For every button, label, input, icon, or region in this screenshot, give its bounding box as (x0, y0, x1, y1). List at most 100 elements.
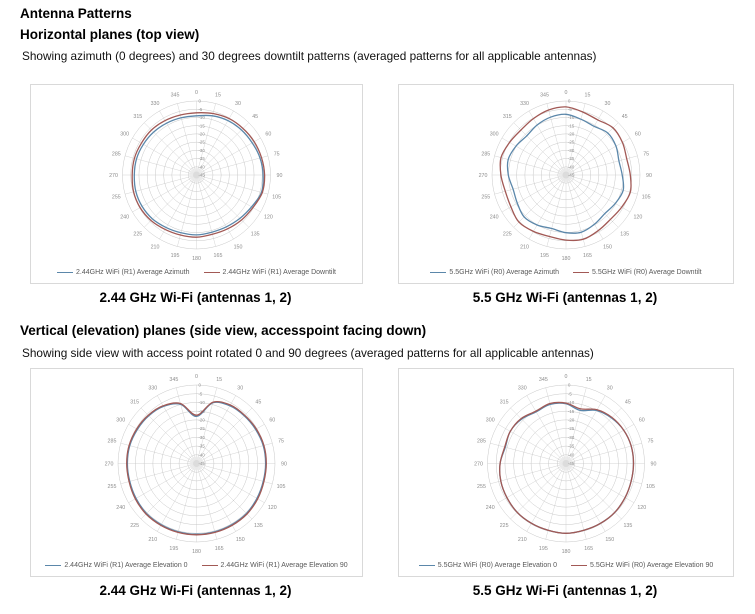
polar-chart-5g5-vertical-canvas: 0 -5 -10 -15 -20 -25 -30 -35 -40 -45 0 15 30 45 60 75 90… (474, 374, 657, 555)
svg-text:225: 225 (500, 523, 509, 529)
svg-text:-5: -5 (568, 391, 572, 396)
svg-text:60: 60 (265, 131, 271, 137)
svg-text:45: 45 (255, 399, 261, 405)
svg-text:330: 330 (148, 386, 157, 392)
svg-text:105: 105 (277, 484, 286, 490)
svg-text:240: 240 (486, 505, 495, 511)
radial-axis-labels: 0-5-10-15-20-25-30-35-40-45 (199, 99, 206, 178)
legend-line-swatch (203, 272, 220, 273)
series-path (131, 112, 266, 238)
svg-text:150: 150 (236, 537, 245, 543)
polar-chart-2g4-horizontal-canvas: 0 -5 -10 -15 -20 -25 -30 -35 -40 -45 0 15 30 45 60 75 90… (109, 90, 283, 262)
series-path (133, 114, 264, 236)
svg-text:-45: -45 (568, 461, 575, 466)
svg-text:120: 120 (264, 214, 273, 220)
svg-text:-25: -25 (568, 426, 575, 431)
chart-caption-2g4-horizontal: 2.44 GHz Wi-Fi (antennas 1, 2) (99, 290, 292, 305)
svg-text:45: 45 (252, 114, 258, 120)
svg-text:240: 240 (490, 214, 499, 220)
svg-text:135: 135 (620, 231, 629, 237)
svg-text:0: 0 (195, 90, 198, 96)
svg-text:0: 0 (565, 90, 568, 96)
svg-text:30: 30 (605, 101, 611, 107)
svg-text:165: 165 (215, 546, 224, 552)
svg-text:345: 345 (171, 93, 180, 99)
svg-text:210: 210 (148, 537, 157, 543)
svg-text:345: 345 (539, 377, 548, 383)
polar-grid (491, 100, 641, 250)
svg-text:-25: -25 (199, 140, 206, 145)
angle-axis-labels: 0 15 30 45 60 75 90 105 120 135 150 165 180 195 210 225… (105, 374, 287, 555)
svg-text:285: 285 (108, 439, 117, 445)
svg-text:165: 165 (583, 253, 592, 259)
polar-chart-5g5-horizontal: 0 -5 -10 -15 -20 -25 -30 -35 -40 -45 0 15 30 45 60 75 90… (398, 84, 734, 284)
section-heading-vertical-planes: Vertical (elevation) planes (side view, … (20, 323, 427, 338)
svg-text:-40: -40 (199, 452, 206, 457)
svg-text:240: 240 (116, 505, 125, 511)
svg-text:270: 270 (109, 173, 118, 179)
polar-chart-2g4-horizontal: 0 -5 -10 -15 -20 -25 -30 -35 -40 -45 0 15 30 45 60 75 90… (30, 84, 363, 284)
chart-legend: 2.44GHz WiFi (R1) Average Azimuth 2.44GHz… (31, 265, 362, 280)
svg-text:300: 300 (120, 131, 129, 137)
svg-text:285: 285 (481, 151, 490, 157)
svg-text:210: 210 (518, 537, 527, 543)
section-heading-horizontal-planes: Horizontal planes (top view) (20, 27, 200, 42)
svg-text:0: 0 (195, 374, 198, 380)
polar-chart-2g4-vertical-canvas: 0-5-10-15-20-25-30-35-40-450 153045607590… (105, 374, 287, 555)
svg-text:90: 90 (277, 173, 283, 179)
radial-axis-labels: 0-5-10-15-20-25-30-35-40-45 (199, 383, 206, 467)
svg-text:-20: -20 (199, 417, 206, 422)
svg-text:75: 75 (643, 151, 649, 157)
legend-label: 2.44GHz WiFi (R1) Average Elevation 90 (220, 562, 348, 569)
svg-text:0: 0 (199, 383, 202, 388)
svg-text:-30: -30 (199, 435, 206, 440)
svg-text:75: 75 (278, 439, 284, 445)
polar-grid (117, 384, 276, 543)
svg-text:195: 195 (169, 546, 178, 552)
svg-text:-45: -45 (199, 173, 206, 178)
svg-text:195: 195 (171, 253, 180, 259)
legend-item: 5.5GHz WiFi (R0) Average Azimuth (430, 269, 559, 276)
legend-label: 5.5GHz WiFi (R0) Average Elevation 90 (590, 562, 714, 569)
svg-text:345: 345 (169, 377, 178, 383)
svg-text:-15: -15 (568, 409, 575, 414)
legend-line-swatch (430, 272, 447, 273)
polar-grid (487, 384, 645, 543)
legend-item: 2.44GHz WiFi (R1) Average Elevation 90 (201, 562, 348, 569)
svg-text:-10: -10 (199, 115, 206, 120)
legend-item: 5.5GHz WiFi (R0) Average Downtilt (573, 269, 702, 276)
svg-text:225: 225 (503, 231, 512, 237)
svg-text:270: 270 (474, 461, 483, 467)
svg-text:180: 180 (192, 256, 201, 262)
svg-text:-25: -25 (199, 426, 206, 431)
section-subheading-vertical-planes: Showing side view with access point rota… (22, 346, 594, 360)
chart-legend: 5.5GHz WiFi (R0) Average Azimuth 5.5GHz W… (399, 265, 733, 280)
svg-text:180: 180 (562, 256, 571, 262)
svg-text:15: 15 (586, 377, 592, 383)
svg-text:-15: -15 (568, 123, 575, 128)
svg-text:90: 90 (651, 461, 657, 467)
svg-text:15: 15 (585, 93, 591, 99)
svg-text:255: 255 (477, 484, 486, 490)
svg-text:-30: -30 (568, 435, 575, 440)
svg-text:-35: -35 (568, 444, 575, 449)
legend-item: 2.44GHz WiFi (R1) Average Azimuth (57, 269, 190, 276)
svg-text:-45: -45 (568, 173, 575, 178)
svg-text:105: 105 (642, 194, 651, 200)
svg-text:180: 180 (562, 549, 571, 555)
legend-item: 2.44GHz WiFi (R1) Average Elevation 0 (45, 562, 188, 569)
svg-text:-5: -5 (568, 107, 572, 112)
svg-text:135: 135 (254, 523, 263, 529)
polar-chart-5g5-horizontal-canvas: 0 -5 -10 -15 -20 -25 -30 -35 -40 -45 0 15 30 45 60 75 90… (479, 90, 652, 262)
svg-text:-20: -20 (568, 417, 575, 422)
svg-text:315: 315 (503, 114, 512, 120)
svg-text:195: 195 (539, 546, 548, 552)
svg-text:105: 105 (272, 194, 281, 200)
svg-text:300: 300 (116, 418, 125, 424)
svg-text:0: 0 (199, 99, 202, 104)
svg-text:-40: -40 (199, 164, 206, 169)
svg-text:-25: -25 (568, 140, 575, 145)
legend-item: 2.44GHz WiFi (R1) Average Downtilt (203, 269, 336, 276)
svg-text:135: 135 (251, 231, 260, 237)
